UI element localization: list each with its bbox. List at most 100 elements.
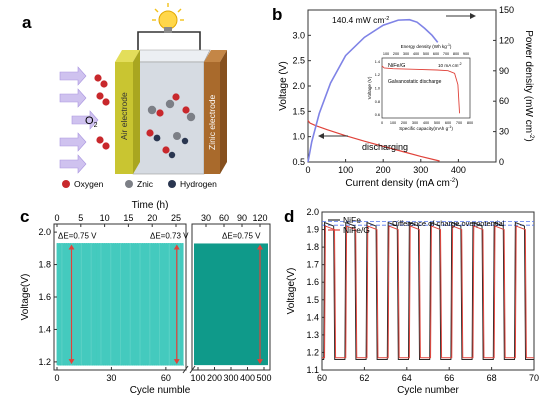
y2-tick-label: 120	[499, 35, 514, 45]
inset-top-tick: 800	[453, 52, 459, 56]
y-tick-label: 1.2	[306, 347, 319, 357]
x-tick-label: 200	[207, 373, 222, 383]
panel-d-overpotential-chart: d 60 62 64 66 68 70 1.1 1.2 1.3 1.4 1.5 1.6 1.7 1.8 1.…	[284, 207, 539, 396]
delta-e-label: ΔE=0.73 V	[150, 231, 189, 240]
y-tick-label: 2.5	[292, 56, 305, 66]
x-tick-label: 60	[317, 373, 327, 383]
inset-y-tick: 0.8	[375, 100, 380, 104]
x-tick-label: 400	[240, 373, 255, 383]
top-tick-label: 5	[78, 213, 83, 223]
inset-x-label-sup: -1	[448, 125, 451, 129]
delta-e-label: ΔE=0.75 V	[222, 231, 261, 240]
inset-top-label: Energy density (Wh kg-1)	[401, 43, 452, 49]
x-tick-label: 60	[161, 373, 171, 383]
inset-x-tick: 500	[434, 121, 440, 125]
inset-top-tick: 100	[383, 52, 389, 56]
y-tick-label: 2.0	[38, 227, 51, 237]
inset-y-label: Voltage (V)	[367, 76, 372, 99]
legend-hydrogen: Hydrogen	[180, 179, 217, 189]
inset-y-tick: 0.6	[375, 113, 380, 117]
delta-e-arrow-head-up	[173, 244, 180, 250]
inset-frame	[381, 57, 471, 119]
x-tick-label: 66	[444, 373, 454, 383]
panel-a-schematic: a Air electrode Zinic electrode O2	[22, 3, 227, 189]
power-arrow-head	[470, 13, 476, 19]
oxygen-molecules	[94, 74, 110, 150]
y-tick-label: 1.5	[306, 295, 319, 305]
y2-tick-label: 30	[499, 127, 509, 137]
top-tick-label: 25	[171, 213, 181, 223]
y2-tick-label: 60	[499, 96, 509, 106]
panel-letter-b: b	[272, 5, 282, 24]
inset-x-label-paren: )	[451, 126, 453, 131]
delta-e-arrow-head-down	[257, 359, 263, 365]
x-axis-label-paren: )	[455, 178, 458, 189]
schematic-legend: Oxygen Znic Hydrogen	[62, 179, 217, 189]
peak-power-value: 140.4 mW cm	[332, 15, 384, 25]
delta-e-arrow-head-down	[68, 359, 75, 365]
delta-e-label: ΔE=0.75 V	[58, 231, 97, 240]
inset-top-tick: 400	[413, 52, 419, 56]
inset-top-tick: 600	[433, 52, 439, 56]
inset-x-tick: 400	[423, 121, 429, 125]
y2-axis-label-text: Power density (mW cm	[523, 30, 534, 133]
delta-e-arrow-head-up	[68, 244, 75, 250]
y-tick-label: 1.6	[38, 292, 51, 302]
x-axis-label-text: Current density (mA cm	[345, 178, 449, 189]
power-density-curve	[307, 18, 439, 163]
y-tick-label: 1.0	[292, 132, 305, 142]
y2-tick-label: 0	[499, 157, 504, 167]
hydrogen-icon	[168, 180, 176, 188]
inset-current-value: 10 mA cm	[438, 63, 459, 68]
y-tick-label: 3.0	[292, 30, 305, 40]
inset-top-tick: 900	[463, 52, 469, 56]
panel-b-polarization-chart: b 0 100 200 300 400 0.5 1.0 1.5 2.0 2.5 3.0 0 30 60 90…	[272, 5, 534, 189]
x-tick-label: 300	[413, 165, 428, 175]
legend-oxygen: Oxygen	[74, 179, 104, 189]
electrolyte-chamber	[132, 49, 211, 63]
axis-break-mark	[189, 365, 196, 374]
y2-tick-label: 150	[499, 5, 514, 15]
inset-current-sup: -2	[458, 62, 461, 66]
inset-x-tick: 700	[456, 121, 462, 125]
y-tick-label: 1.4	[306, 312, 319, 322]
x-axis-label: Cycle number	[397, 385, 459, 396]
inset-top-tick: 500	[423, 52, 429, 56]
legend-label: NiFe/G	[343, 225, 370, 235]
y-tick-label: 2.0	[306, 207, 319, 217]
inset-top-label-paren: )	[450, 44, 452, 49]
y-tick-label: 1.8	[38, 260, 51, 270]
x-tick-label: 100	[338, 165, 353, 175]
series-curve-nife	[322, 221, 534, 360]
axis-break-mark	[182, 365, 189, 374]
air-electrode-label: Air electrode	[119, 92, 129, 140]
panel-letter-d: d	[284, 207, 294, 226]
oxygen-icon	[62, 180, 70, 188]
x-tick-label: 70	[529, 373, 539, 383]
zinc-electrode-label: Zinic electrode	[207, 94, 217, 150]
inset-y-tick: 1.2	[375, 73, 380, 77]
inset-y-tick: 1.0	[375, 87, 380, 91]
y2-axis-label-paren: )	[523, 138, 534, 141]
zinc-icon	[125, 180, 133, 188]
zinc-electrode: Zinic electrode	[204, 50, 227, 174]
inset-x-label: Specific capacity(mAh g-1)	[399, 125, 453, 131]
inset-x-tick: 0	[381, 121, 383, 125]
inset-current-label: 10 mA cm-2	[438, 62, 462, 68]
y-axis-label: Voltage(V)	[20, 274, 31, 321]
y-tick-label: 1.5	[292, 106, 305, 116]
voltage-curve	[307, 120, 440, 162]
y2-axis-label: Power density (mW cm-2)	[523, 30, 534, 141]
inset-x-tick: 600	[445, 121, 451, 125]
series-curve-nifeg	[322, 225, 534, 359]
y-tick-label: 1.8	[306, 242, 319, 252]
y-tick-label: 1.9	[306, 225, 319, 235]
x-axis-label-sup: -2	[450, 178, 456, 184]
discharging-annotation: discharging	[362, 142, 408, 152]
circuit-wire	[137, 31, 201, 50]
inset-top-label-text: Energy density (Wh kg	[401, 44, 448, 49]
o2-label: O2	[85, 115, 98, 129]
inset-x-tick: 800	[467, 121, 473, 125]
x-tick-label: 200	[376, 165, 391, 175]
inset-x-label-text: Specific capacity(mAh g	[399, 126, 448, 131]
